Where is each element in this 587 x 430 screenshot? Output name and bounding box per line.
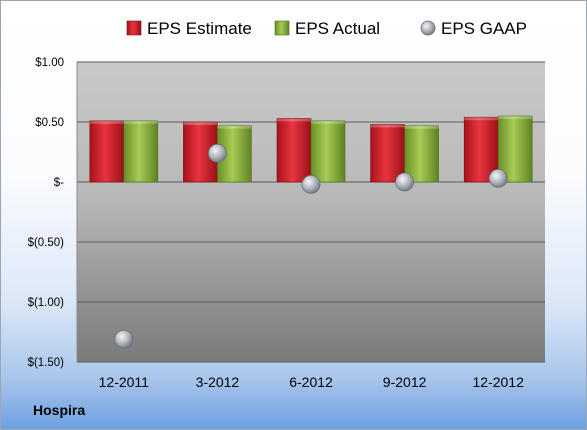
bar-cap: [123, 120, 158, 124]
bar-cap: [217, 125, 252, 129]
x-tick-label: 9-2012: [383, 374, 427, 390]
plot-area: [77, 62, 545, 362]
legend-swatch: [420, 20, 436, 36]
y-tick-label: $(1.00): [28, 297, 65, 309]
legend-swatch: [274, 20, 290, 36]
bar-cap: [277, 118, 311, 122]
y-tick-label: $(0.50): [28, 237, 65, 249]
bar-cap: [498, 116, 533, 119]
bar-eps-actual: [310, 120, 346, 183]
bar-cap: [311, 120, 345, 124]
gaap-marker: [488, 168, 508, 188]
gaap-marker: [395, 172, 415, 192]
legend-label: EPS Actual: [295, 19, 380, 38]
gaap-marker: [301, 174, 321, 194]
bar-cap: [89, 120, 124, 124]
bar-eps-actual: [404, 125, 439, 183]
y-tick-label: $(1.50): [28, 357, 65, 369]
bar-cap: [370, 124, 405, 128]
x-tick-label: 12-2012: [473, 374, 525, 390]
gaap-markers: [114, 143, 508, 349]
x-tick-label: 6-2012: [289, 374, 333, 390]
y-axis-ticks: $1.00 $0.50 $- $(0.50) $(1.00) $(1.50): [28, 57, 65, 369]
y-tick-label: $0.50: [35, 117, 64, 129]
bar-cap: [183, 122, 218, 125]
y-tick-label: $-: [54, 177, 64, 189]
x-tick-label: 12-2011: [99, 374, 150, 390]
bar-eps-estimate: [89, 120, 125, 183]
x-axis-ticks: 12-2011 3-2012 6-2012 9-2012 12-2012: [99, 374, 524, 390]
bar-eps-actual: [123, 120, 159, 183]
gaap-marker: [207, 143, 227, 163]
gaap-marker: [114, 329, 134, 349]
bar-cap: [464, 117, 499, 121]
y-tick-label: $1.00: [35, 57, 64, 69]
legend: EPS Estimate EPS Actual EPS GAAP: [126, 19, 527, 38]
legend-label: EPS GAAP: [441, 19, 527, 38]
bar-eps-estimate: [276, 118, 312, 183]
legend-swatch: [126, 20, 142, 36]
legend-label: EPS Estimate: [147, 19, 252, 38]
bar-eps-estimate: [370, 124, 405, 183]
company-label: Hospira: [33, 402, 86, 418]
x-tick-label: 3-2012: [196, 374, 240, 390]
bar-cap: [404, 125, 439, 129]
bars: [89, 115, 533, 183]
